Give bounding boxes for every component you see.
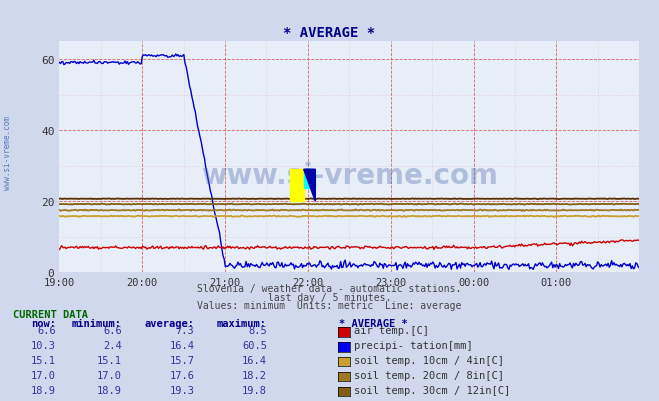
Text: maximum:: maximum: [217,318,267,328]
Text: * AVERAGE *: * AVERAGE * [283,26,376,40]
Text: 15.1: 15.1 [97,355,122,365]
Text: www.si-vreme.com: www.si-vreme.com [201,162,498,190]
Text: Values: minimum  Units: metric  Line: average: Values: minimum Units: metric Line: aver… [197,300,462,310]
Text: 6.6: 6.6 [103,326,122,336]
Text: soil temp. 20cm / 8in[C]: soil temp. 20cm / 8in[C] [354,370,504,380]
Text: 10.3: 10.3 [31,340,56,350]
Text: 16.4: 16.4 [242,355,267,365]
Text: www.si-vreme.com: www.si-vreme.com [3,115,13,189]
Text: 60.5: 60.5 [242,340,267,350]
Text: 19.3: 19.3 [169,385,194,395]
Text: 16.4: 16.4 [169,340,194,350]
Text: 2.4: 2.4 [103,340,122,350]
Text: * AVERAGE *: * AVERAGE * [339,318,408,328]
Text: 20.5: 20.5 [97,400,122,401]
Text: 20.7: 20.7 [169,400,194,401]
Text: 17.0: 17.0 [97,370,122,380]
Text: 17.0: 17.0 [31,370,56,380]
Bar [304,170,315,189]
Text: 17.6: 17.6 [169,370,194,380]
Text: soil temp. 30cm / 12in[C]: soil temp. 30cm / 12in[C] [354,385,510,395]
Text: 7.3: 7.3 [176,326,194,336]
Text: last day / 5 minutes.: last day / 5 minutes. [268,292,391,302]
Text: 6.6: 6.6 [38,326,56,336]
Text: average:: average: [144,318,194,328]
Text: 15.1: 15.1 [31,355,56,365]
Text: Slovenia / weather data - automatic stations.: Slovenia / weather data - automatic stat… [197,284,462,294]
Text: soil temp. 10cm / 4in[C]: soil temp. 10cm / 4in[C] [354,355,504,365]
Text: 18.9: 18.9 [31,385,56,395]
Text: soil temp. 50cm / 20in[C]: soil temp. 50cm / 20in[C] [354,400,510,401]
Text: 20.9: 20.9 [242,400,267,401]
Text: 20.5: 20.5 [31,400,56,401]
Bar [290,170,304,202]
Text: 18.9: 18.9 [97,385,122,395]
Polygon shape [304,170,315,202]
Text: now:: now: [31,318,56,328]
Text: 8.5: 8.5 [248,326,267,336]
Text: minimum:: minimum: [72,318,122,328]
Text: 19.8: 19.8 [242,385,267,395]
Text: 18.2: 18.2 [242,370,267,380]
Text: precipi- tation[mm]: precipi- tation[mm] [354,340,473,350]
Text: 15.7: 15.7 [169,355,194,365]
Text: CURRENT DATA: CURRENT DATA [13,310,88,320]
Text: air temp.[C]: air temp.[C] [354,326,429,336]
